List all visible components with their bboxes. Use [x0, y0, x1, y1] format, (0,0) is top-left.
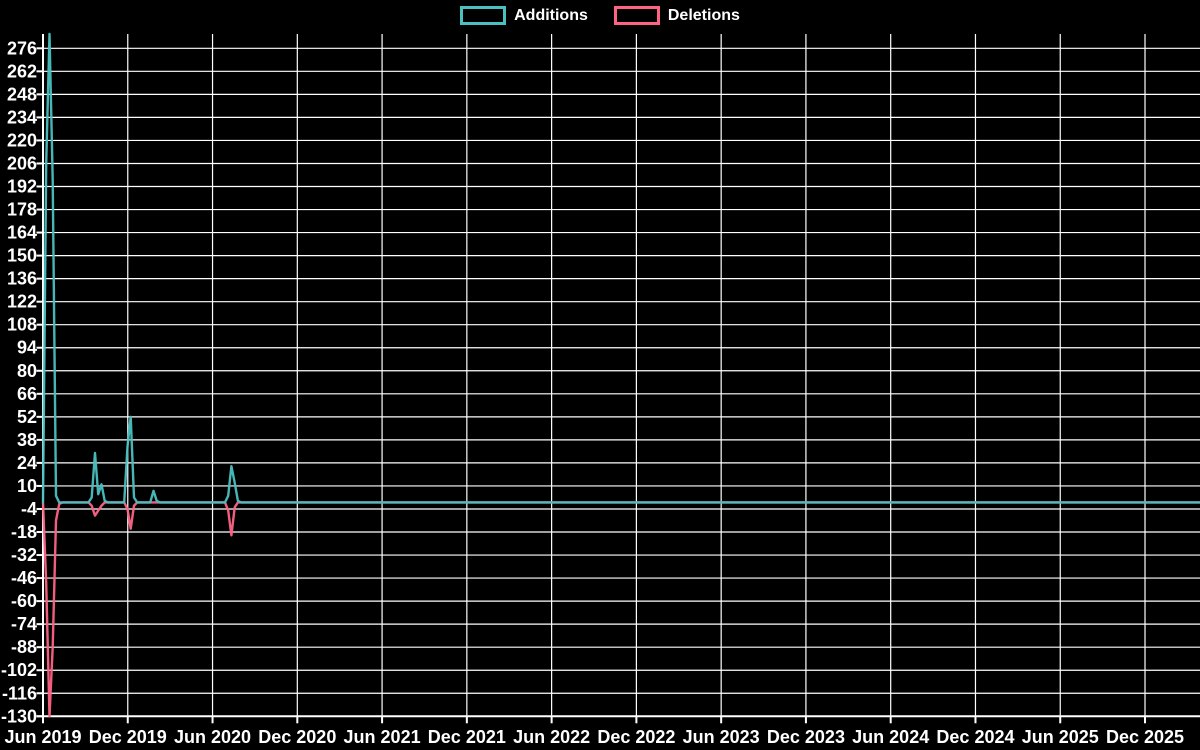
legend-item-deletions[interactable]: Deletions [613, 6, 740, 25]
y-axis-tick-label: 248 [7, 84, 37, 104]
y-axis-tick-label: 94 [17, 338, 37, 358]
y-axis-tick-label: -18 [11, 522, 37, 542]
additions-line [41, 32, 1200, 504]
x-axis-tick-label: Dec 2025 [1106, 727, 1184, 747]
x-axis-tick-label: Dec 2023 [767, 727, 845, 747]
y-axis-tick-label: -88 [11, 637, 37, 657]
y-axis-tick-label: -74 [11, 614, 37, 634]
x-axis-tick-label: Jun 2021 [344, 727, 421, 747]
x-axis-tick-label: Jun 2024 [852, 727, 929, 747]
x-axis-tick-label: Jun 2023 [683, 727, 760, 747]
x-axis-tick-label: Jun 2019 [4, 727, 81, 747]
y-axis-tick-label: 122 [7, 292, 37, 312]
legend-label-deletions: Deletions [667, 6, 740, 24]
x-axis-tick-label: Dec 2021 [428, 727, 506, 747]
y-axis-tick-label: 24 [17, 453, 37, 473]
additions-swatch-icon [460, 6, 507, 25]
x-axis-tick-label: Jun 2025 [1022, 727, 1099, 747]
y-axis-tick-label: -102 [1, 660, 37, 680]
chart-legend: Additions Deletions [0, 6, 1200, 25]
y-axis-tick-label: 220 [7, 130, 37, 150]
x-axis-tick-label: Dec 2019 [89, 727, 167, 747]
y-axis-tick-label: 276 [7, 38, 37, 58]
y-axis-tick-label: 150 [7, 246, 37, 266]
y-axis-tick-label: -60 [11, 591, 37, 611]
y-axis-tick-label: -130 [1, 706, 37, 726]
y-axis-tick-label: -46 [11, 568, 37, 588]
y-axis-tick-label: 234 [7, 107, 37, 127]
x-axis-tick-label: Dec 2020 [258, 727, 336, 747]
y-axis-tick-label: 206 [7, 153, 37, 173]
deletions-swatch-icon [613, 6, 660, 25]
y-axis-tick-label: 38 [17, 430, 37, 450]
x-axis-tick-label: Dec 2024 [936, 727, 1014, 747]
x-axis-tick-label: Dec 2022 [597, 727, 675, 747]
deletions-line [41, 501, 1200, 718]
y-axis-tick-label: -4 [21, 499, 37, 519]
y-axis-tick-label: 136 [7, 269, 37, 289]
y-axis-tick-label: 80 [17, 361, 37, 381]
y-axis-tick-label: 108 [7, 315, 37, 335]
y-axis-tick-label: -116 [2, 683, 37, 703]
legend-item-additions[interactable]: Additions [460, 6, 588, 25]
y-axis-tick-label: 192 [7, 177, 37, 197]
x-axis-tick-label: Jun 2020 [174, 727, 251, 747]
y-axis-tick-label: 66 [17, 384, 37, 404]
x-axis-tick-label: Jun 2022 [513, 727, 590, 747]
y-axis-tick-label: 52 [17, 407, 37, 427]
y-axis-tick-label: -32 [11, 545, 37, 565]
y-axis-tick-label: 262 [7, 61, 37, 81]
y-axis-tick-label: 178 [7, 200, 37, 220]
y-axis-tick-label: 10 [17, 476, 37, 496]
legend-label-additions: Additions [514, 6, 588, 24]
y-axis-tick-label: 164 [7, 223, 37, 243]
